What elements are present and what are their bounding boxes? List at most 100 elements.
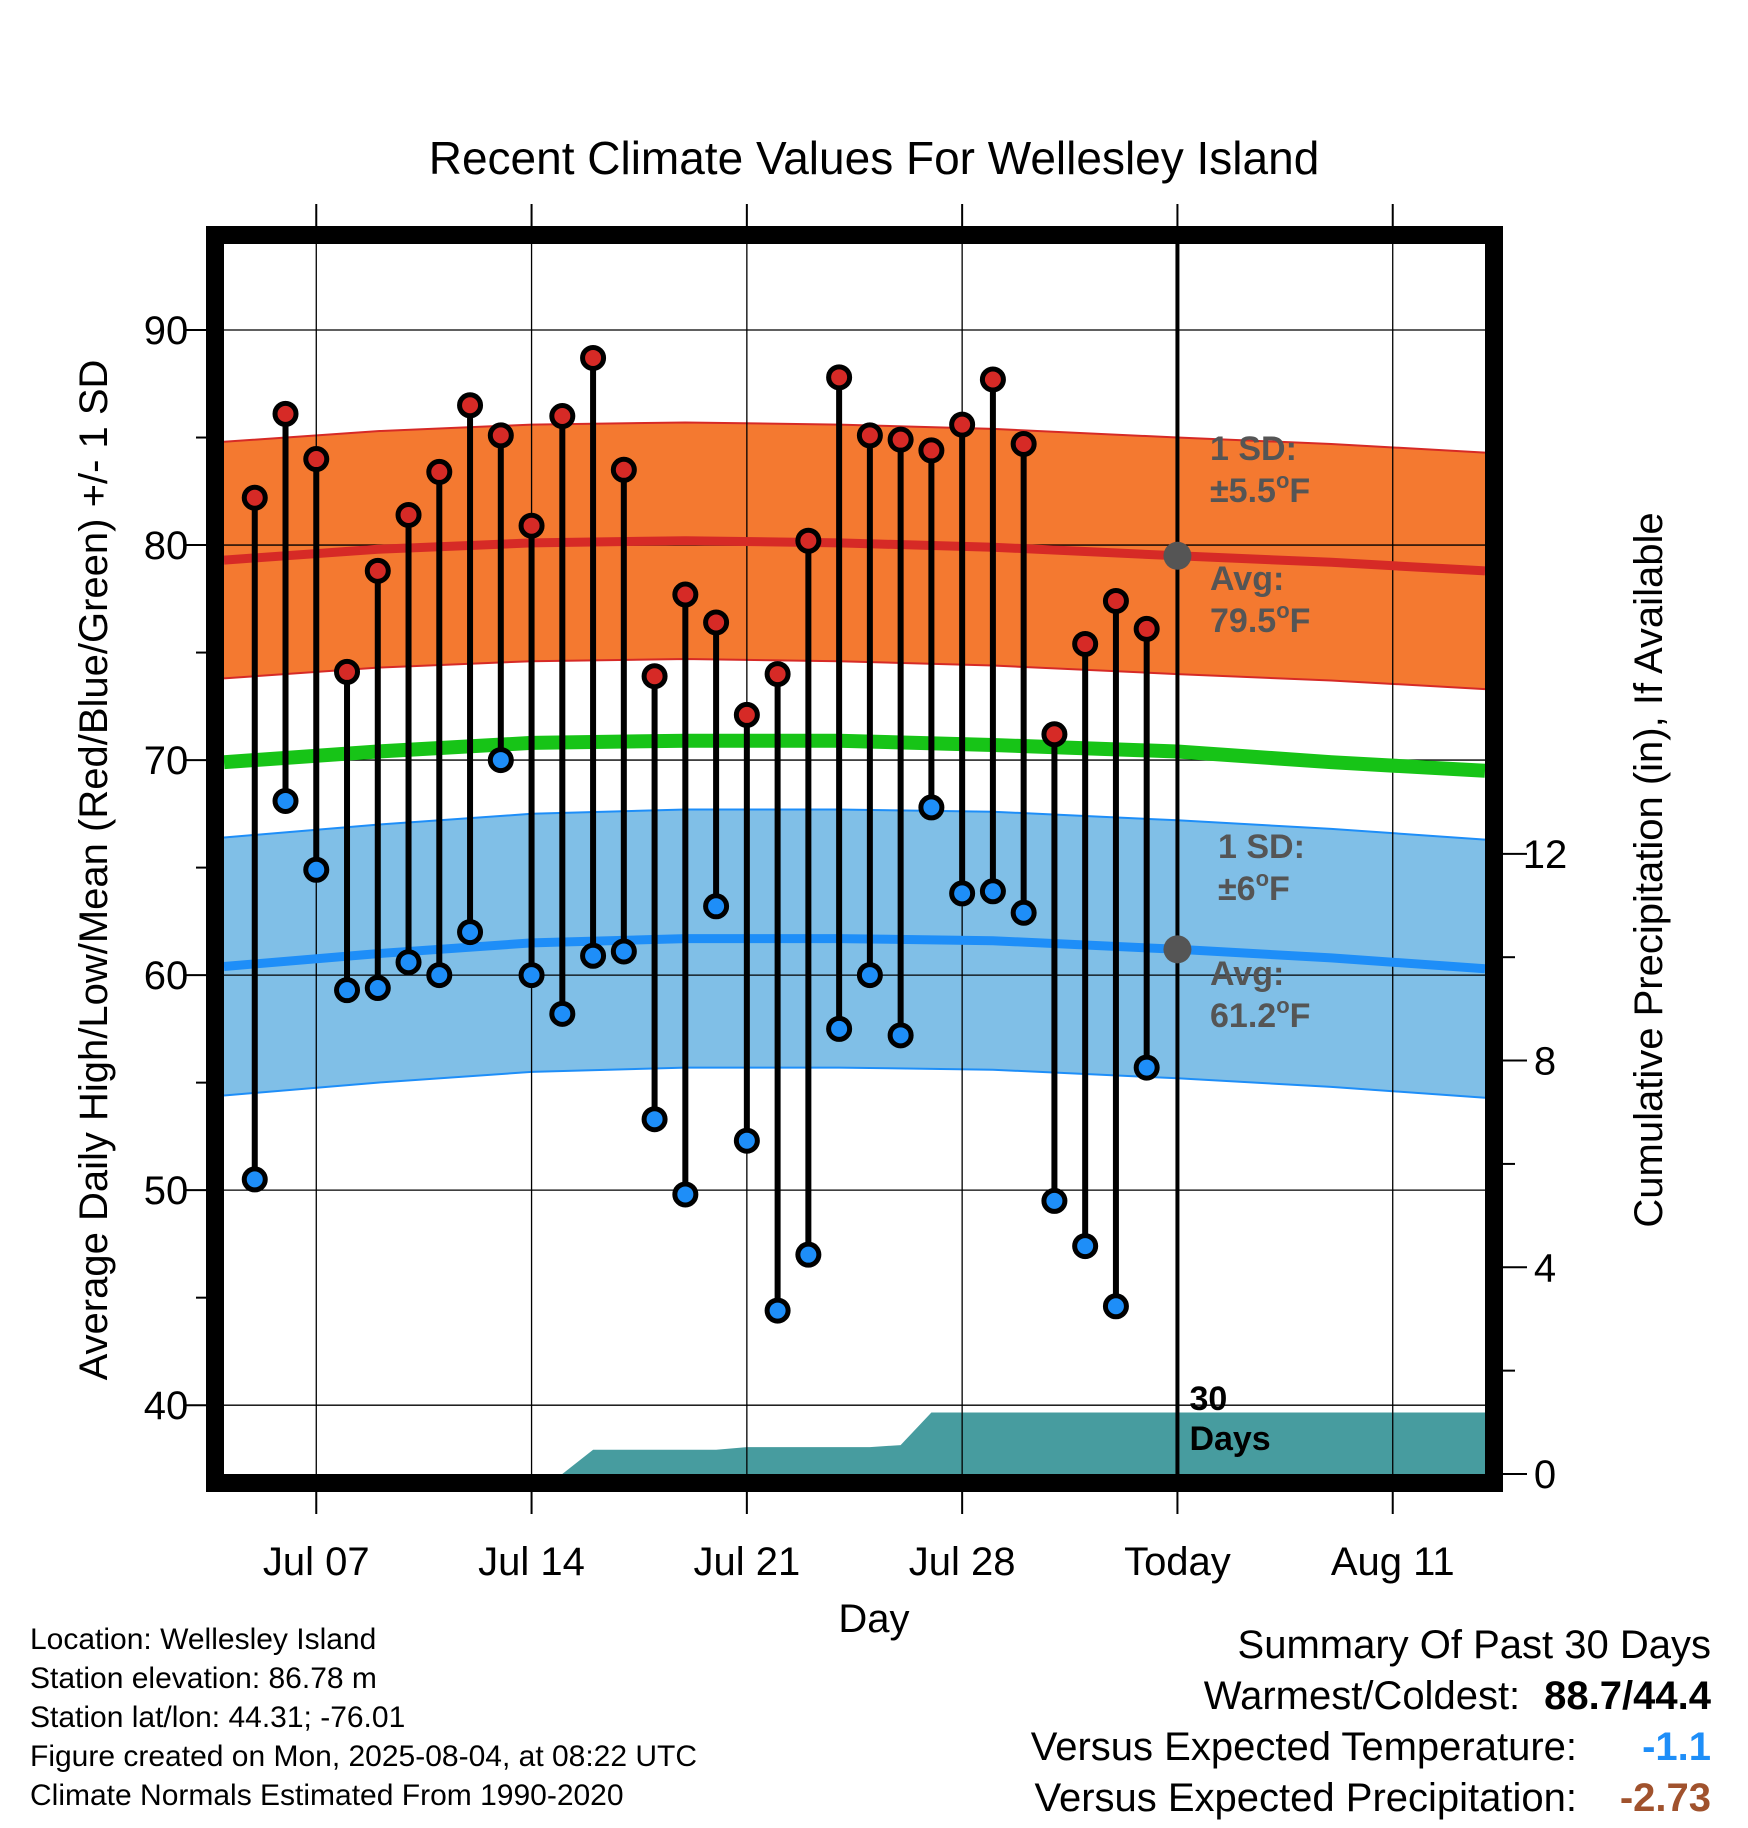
normal-bands xyxy=(223,421,1486,1099)
daily-low-dot xyxy=(641,1106,668,1133)
precip-departure-row: Versus Expected Precipitation: -2.73 xyxy=(1031,1773,1711,1824)
daily-high-dot xyxy=(549,403,576,430)
daily-high-dot xyxy=(979,366,1006,393)
precip-area-group xyxy=(224,1412,1485,1474)
elevation-text: Station elevation: 86.78 m xyxy=(30,1662,377,1695)
daily-low-dot xyxy=(549,1000,576,1027)
daily-high-dot xyxy=(703,609,730,636)
daily-high-dot xyxy=(518,512,545,539)
x-tick-label: Aug 11 xyxy=(1331,1540,1455,1584)
daily-high-dot xyxy=(949,411,976,438)
daily-high-dot xyxy=(887,426,914,453)
low-sd-lower-edge xyxy=(223,1066,1486,1099)
daily-low-dot xyxy=(272,787,299,814)
daily-high-dot xyxy=(487,422,514,449)
daily-high-dot xyxy=(1010,430,1037,457)
warmest-coldest-label: Warmest/Coldest: xyxy=(1203,1674,1521,1718)
temp-departure-label: Versus Expected Temperature: xyxy=(1030,1725,1577,1769)
daily-high-dot xyxy=(733,701,760,728)
daily-high-dot xyxy=(610,456,637,483)
warmest-coldest-row: Warmest/Coldest: 88.7/44.4 xyxy=(1031,1671,1711,1722)
daily-high-dot xyxy=(395,501,422,528)
daily-low-dot xyxy=(334,977,361,1004)
daily-low-dot xyxy=(241,1166,268,1193)
daily-range-bars xyxy=(251,357,1150,1311)
daily-high-dot xyxy=(1102,587,1129,614)
daily-low-dot xyxy=(856,962,883,989)
daily-high-dot xyxy=(826,364,853,391)
daily-low-dot xyxy=(487,747,514,774)
daily-dots xyxy=(241,344,1160,1324)
daily-high-dot xyxy=(241,484,268,511)
tick-labels: 40 50 60 70 80 90 0 4 8 12 Jul 07 Jul 14 Jul 21 Jul 2… xyxy=(144,204,1568,1584)
daily-low-dot xyxy=(1041,1187,1068,1214)
created-text: Figure created on Mon, 2025-08-04, at 08… xyxy=(30,1740,698,1773)
today-days-label: 30 Days xyxy=(1189,1380,1270,1458)
x-tick-label: Jul 07 xyxy=(263,1540,370,1584)
y2-tick-label: 0 xyxy=(1534,1453,1556,1497)
daily-low-dot xyxy=(918,794,945,821)
daily-high-dot xyxy=(272,400,299,427)
summary-panel: Summary Of Past 30 Days Warmest/Coldest:… xyxy=(1031,1620,1711,1824)
x-tick-label: Today xyxy=(1124,1540,1231,1584)
daily-low-dot xyxy=(887,1022,914,1049)
normals-text: Climate Normals Estimated From 1990-2020 xyxy=(30,1779,624,1812)
x-axis-label: Day xyxy=(838,1597,909,1641)
x-tick-label: Jul 21 xyxy=(693,1540,800,1584)
y2-tick-label: 8 xyxy=(1534,1040,1556,1084)
daily-low-dot xyxy=(1010,899,1037,926)
warmest-coldest-value: 88.7/44.4 xyxy=(1544,1674,1711,1718)
plot-frame-rect xyxy=(206,226,1503,1492)
x-tick-label: Jul 14 xyxy=(478,1540,585,1584)
daily-high-dot xyxy=(426,458,453,485)
today-marker: 30 Days xyxy=(1163,244,1271,1474)
daily-high-dot xyxy=(1133,615,1160,642)
precip-departure-value: -2.73 xyxy=(1619,1776,1711,1820)
daily-low-dot xyxy=(518,962,545,989)
normal-mean-line xyxy=(223,733,1486,778)
daily-low-dot xyxy=(457,919,484,946)
y2-tick-label: 4 xyxy=(1534,1246,1556,1290)
daily-low-dot xyxy=(364,975,391,1002)
daily-low-dot xyxy=(979,878,1006,905)
y2-tick-label: 12 xyxy=(1523,833,1568,877)
y-tick-label: 50 xyxy=(144,1169,189,1213)
chart-title: Recent Climate Values For Wellesley Isla… xyxy=(429,132,1320,184)
y-tick-label: 80 xyxy=(144,524,189,568)
precip-area xyxy=(224,1412,1485,1474)
daily-high-dot xyxy=(764,661,791,688)
daily-high-dot xyxy=(1041,721,1068,748)
daily-high-dot xyxy=(580,344,607,371)
y2-axis-label: Cumulative Precipitation (in), If Availa… xyxy=(1627,512,1671,1227)
plot-frame xyxy=(206,226,1503,1492)
daily-low-dot xyxy=(764,1297,791,1324)
daily-high-dot xyxy=(1072,630,1099,657)
daily-low-dot xyxy=(580,942,607,969)
high-sd-annotation: 1 SD: ±5.5oF xyxy=(1210,430,1310,510)
daily-low-dot xyxy=(395,949,422,976)
y-tick-label: 90 xyxy=(144,309,189,353)
station-info: Location: Wellesley Island Station eleva… xyxy=(30,1620,697,1815)
y-tick-label: 60 xyxy=(144,954,189,998)
daily-low-dot xyxy=(826,1015,853,1042)
y-tick-label: 70 xyxy=(144,739,189,783)
y-tick-label: 40 xyxy=(144,1384,189,1428)
low-avg-annotation: Avg: 61.2oF xyxy=(1210,955,1310,1035)
daily-high-dot xyxy=(303,446,330,473)
daily-low-dot xyxy=(610,938,637,965)
latlon-text: Station lat/lon: 44.31; -76.01 xyxy=(30,1701,406,1734)
daily-low-dot xyxy=(426,962,453,989)
daily-high-dot xyxy=(918,437,945,464)
temp-departure-value: -1.1 xyxy=(1642,1725,1711,1769)
daily-low-dot xyxy=(303,856,330,883)
today-low-normal-marker xyxy=(1163,935,1192,964)
daily-low-dot xyxy=(703,893,730,920)
daily-low-dot xyxy=(672,1181,699,1208)
daily-low-dot xyxy=(733,1127,760,1154)
x-tick-label: Jul 28 xyxy=(909,1540,1016,1584)
low-sd-annotation: 1 SD: ±6oF xyxy=(1218,828,1305,908)
daily-high-dot xyxy=(795,527,822,554)
daily-high-dot xyxy=(334,658,361,685)
daily-low-dot xyxy=(949,880,976,907)
